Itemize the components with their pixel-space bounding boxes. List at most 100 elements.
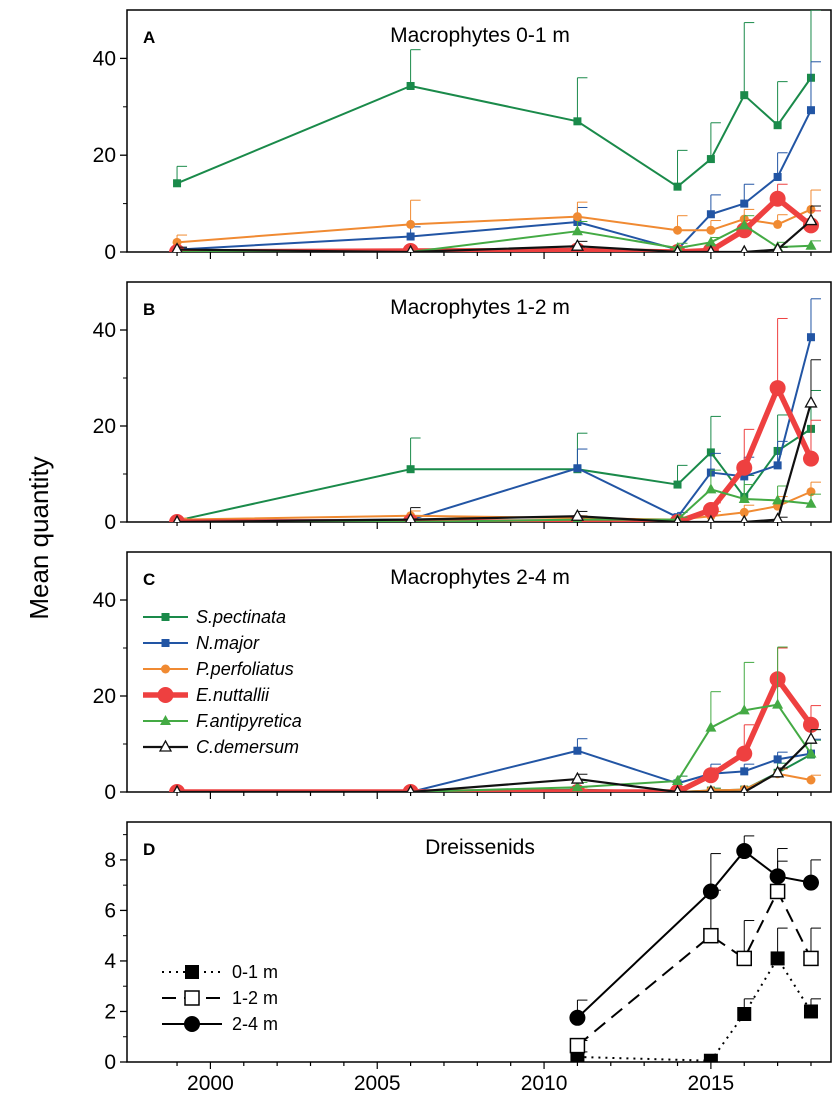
- data-point: [773, 755, 782, 764]
- data-point: [570, 771, 585, 784]
- series-line: [177, 749, 812, 792]
- series-line: [176, 428, 812, 522]
- series-line: [577, 957, 812, 1062]
- data-point: [740, 472, 749, 481]
- data-point: [673, 225, 683, 235]
- y-axis-label: Mean quantity: [24, 456, 54, 619]
- data-point: [736, 459, 753, 476]
- data-point: [740, 784, 749, 792]
- data-point: [706, 210, 715, 219]
- legend-marker: [157, 687, 174, 703]
- data-point: [806, 775, 816, 785]
- legend-item: 1-2 m: [162, 988, 278, 1008]
- legend-marker: [161, 664, 170, 674]
- legend-item: E.nuttallii: [143, 685, 270, 705]
- legend-item: F.antipyretica: [143, 711, 302, 731]
- data-point: [705, 483, 717, 494]
- data-point: [703, 1053, 718, 1062]
- data-point: [673, 480, 682, 489]
- series-line: [176, 208, 812, 244]
- data-point: [804, 731, 818, 744]
- series-e-nuttallii: [169, 647, 821, 792]
- series-group: [569, 835, 821, 1062]
- data-point: [171, 242, 183, 252]
- data-point: [769, 868, 786, 885]
- plot-frame: [126, 821, 832, 1063]
- data-point: [773, 461, 782, 470]
- data-point: [406, 244, 415, 252]
- y-tick-label: 40: [93, 47, 116, 70]
- y-tick-label: 0: [104, 1051, 116, 1074]
- data-point: [772, 512, 783, 522]
- data-point: [703, 927, 719, 944]
- series-line: [177, 676, 814, 792]
- panel-letter: B: [143, 300, 155, 319]
- y-tick-label: 6: [104, 899, 116, 922]
- y-tick-label: 40: [93, 589, 116, 612]
- x-tick-label: 2010: [521, 1072, 568, 1095]
- legend-marker: [158, 739, 173, 752]
- panel-c: 0 20 40 C Macrophytes 2-4 m S.pectinata N.majo…: [93, 551, 832, 804]
- data-point: [740, 514, 749, 522]
- y-tick-label: 40: [93, 319, 116, 342]
- series-line: [177, 703, 812, 792]
- panel-a: 0 20 40 A Macrophytes 0-1 m: [93, 9, 832, 264]
- y-tick-label: 8: [104, 849, 116, 872]
- legend: 0-1 m 1-2 m 2-4 m: [162, 962, 278, 1034]
- data-point: [571, 225, 583, 236]
- data-point: [706, 225, 716, 235]
- data-point: [673, 514, 682, 522]
- data-point: [802, 874, 819, 891]
- legend-item: N.major: [143, 633, 260, 653]
- legend-label: N.major: [196, 633, 260, 653]
- data-point: [740, 199, 749, 208]
- data-point: [705, 721, 717, 732]
- series-line: [176, 109, 812, 251]
- data-point: [706, 244, 715, 252]
- y-tick-label: 20: [93, 144, 116, 167]
- data-point: [736, 843, 753, 860]
- legend-label: P.perfoliatus: [196, 659, 294, 679]
- data-point: [737, 1007, 752, 1021]
- series-line: [177, 385, 814, 522]
- data-point: [706, 514, 715, 522]
- legend-marker: [160, 715, 171, 725]
- data-point: [405, 512, 416, 522]
- data-point: [769, 380, 786, 397]
- panel-letter: A: [143, 28, 155, 47]
- data-point: [806, 106, 815, 115]
- data-point: [570, 508, 585, 521]
- data-point: [673, 244, 682, 252]
- data-point: [805, 747, 817, 758]
- data-point: [769, 883, 786, 900]
- legend-marker: [184, 990, 200, 1006]
- data-point: [805, 239, 817, 250]
- legend-item: 2-4 m: [162, 1014, 278, 1034]
- data-point: [740, 767, 749, 776]
- panel-title: Dreissenids: [425, 836, 535, 859]
- data-point: [702, 767, 719, 784]
- y-tick-label: 0: [104, 241, 116, 264]
- data-point: [571, 781, 583, 792]
- series-0-1-m: [570, 927, 821, 1062]
- data-point: [406, 81, 415, 90]
- data-point: [740, 244, 749, 252]
- series-c-demersum: [173, 359, 821, 522]
- panel-title: Macrophytes 2-4 m: [390, 566, 570, 589]
- panel-b: 0 20 40 B Macrophytes 1-2 m: [93, 281, 832, 534]
- data-point: [702, 502, 719, 518]
- legend-item: S.pectinata: [143, 607, 286, 627]
- data-point: [673, 784, 682, 792]
- y-tick-label: 0: [104, 511, 116, 534]
- x-tick-label: 2000: [187, 1072, 234, 1095]
- panel-title: Macrophytes 0-1 m: [390, 24, 570, 47]
- legend-item: C.demersum: [143, 737, 299, 757]
- data-point: [738, 492, 750, 503]
- data-point: [673, 182, 682, 191]
- series-n-major: [173, 61, 821, 252]
- data-point: [573, 464, 582, 473]
- data-point: [569, 1037, 586, 1054]
- panel-title: Macrophytes 1-2 m: [390, 296, 570, 319]
